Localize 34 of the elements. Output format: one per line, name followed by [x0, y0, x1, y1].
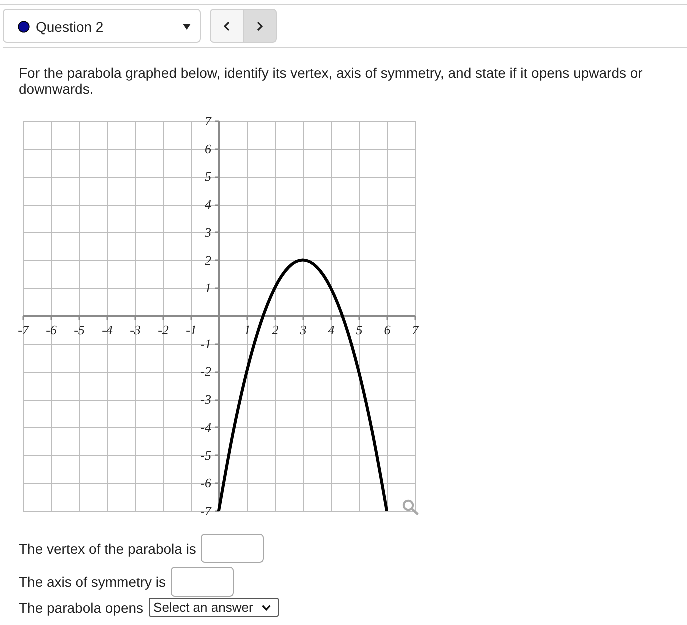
y-tick-label: 1 [205, 280, 212, 296]
dropdown: Question 2 [3, 9, 201, 43]
x-tick-label: 6 [384, 322, 392, 338]
y-tick-label: -2 [200, 364, 212, 380]
x-tick-label: 5 [356, 322, 364, 338]
x-tick-label: -4 [102, 322, 114, 338]
x-tick-label: -7 [18, 322, 30, 338]
y-tick-label: 5 [205, 169, 212, 184]
x-tick-label: 3 [299, 322, 308, 338]
text: The parabola opens [19, 600, 144, 616]
y-tick-label: -4 [200, 420, 212, 435]
y-tick-label: 7 [205, 114, 212, 128]
y-tick-label: 4 [205, 197, 212, 212]
y-tick-label: -7 [200, 504, 212, 518]
chart-title: For the parabola graphed below, identify its vertex, axis of symmetry, and state if it opens upwards or downwards. [19, 65, 644, 97]
x-tick-label: -5 [74, 322, 86, 338]
x-tick-label: 2 [272, 322, 280, 338]
x-tick-label: 7 [412, 322, 420, 338]
text: The axis of symmetry is [19, 574, 166, 590]
x-tick-label: -3 [130, 322, 142, 338]
y-tick-label: -3 [200, 392, 212, 408]
y-tick-label: 2 [205, 252, 212, 268]
x-tick-label: 1 [244, 322, 251, 338]
y-tick-label: -5 [200, 448, 212, 463]
x-tick-label: 4 [328, 322, 336, 338]
x-tick-label: -6 [46, 322, 58, 338]
y-tick-label: 3 [204, 224, 212, 240]
x-tick-label: -2 [158, 322, 170, 338]
x-tick-label: -1 [186, 322, 197, 338]
select-dropdown: Select an answer [148, 598, 279, 617]
y-tick-label: -1 [200, 336, 212, 352]
y-tick-label: -6 [200, 476, 212, 491]
y-tick-label: 6 [205, 141, 212, 156]
text: The vertex of the parabola is [19, 540, 196, 556]
